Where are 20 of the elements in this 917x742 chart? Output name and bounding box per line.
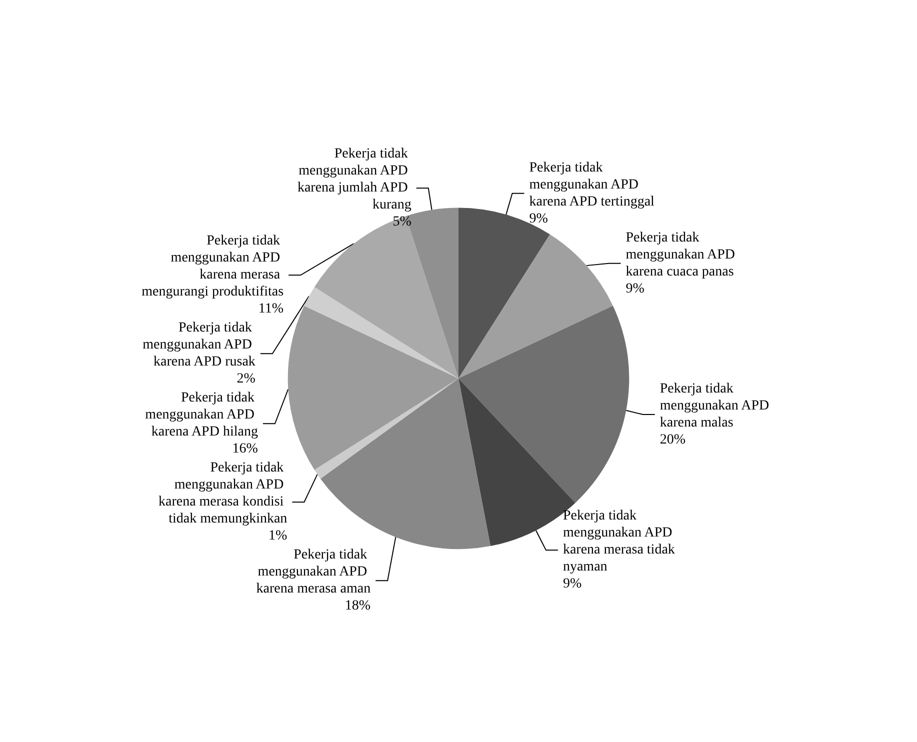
data-label: 9% [626,281,645,296]
slice-label: Pekerja tidak menggunakan APD karena APD tertinggal [529,160,655,210]
slice-label: Pekerja tidak menggunakan APD karena merasa tidak nyaman [562,508,678,575]
data-label: 9% [562,576,582,592]
slice-label: Pekerja tidak menggunakan APD karena malas [660,382,773,431]
slice-label: Pekerja tidak menggunakan APD karena APD rusak [142,320,256,370]
data-label: 2% [236,372,256,387]
data-label: 9% [529,211,548,226]
slice-label: Pekerja tidak menggunakan APD karena cuaca panas [626,230,739,280]
slice-label: Pekerja tidak menggunakan APD karena merasa kondisi tidak memungkinkan [158,460,288,527]
data-label: 18% [344,598,371,614]
slice-label: Pekerja tidak menggunakan APD karena jumlah APD kurang [297,146,412,213]
data-label: 1% [268,528,288,544]
slice-label: Pekerja tidak menggunakan APD karena APD hilang [145,390,258,440]
data-label: 16% [232,442,258,457]
slice-label: Pekerja tidak menggunakan APD karena merasa mengurangi produktifitas [142,234,284,300]
data-label: 20% [660,432,686,448]
data-label: 5% [392,214,412,230]
data-label: 11% [258,302,284,317]
slice-label: Pekerja tidak menggunakan APD karena merasa aman [256,548,371,597]
